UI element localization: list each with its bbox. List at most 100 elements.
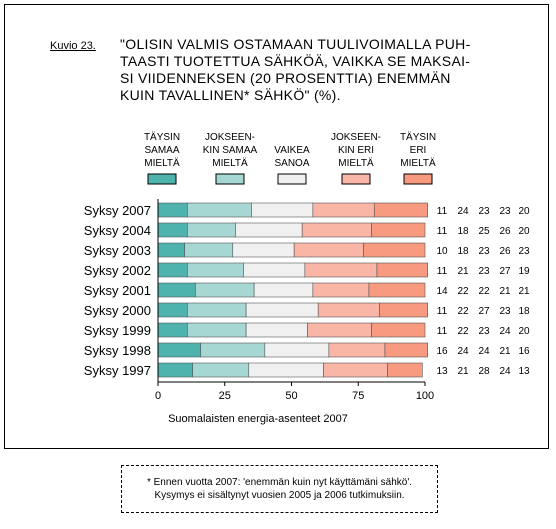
value-label: 11: [437, 326, 448, 337]
legend-label-line: SANOA: [274, 158, 309, 169]
bar-segment: [248, 362, 324, 378]
category-label: Syksy 1999: [84, 323, 151, 338]
bar-segment: [245, 322, 308, 338]
x-tick-label: 75: [352, 390, 364, 402]
value-label: 24: [478, 346, 490, 357]
category-label: Syksy 2003: [84, 243, 151, 258]
bar-segment: [323, 362, 388, 378]
value-label: 21: [499, 286, 511, 297]
value-label: 28: [478, 366, 490, 377]
value-label: 18: [457, 226, 469, 237]
bar-segment: [157, 302, 188, 318]
legend-label-line: KIN ERI: [338, 145, 374, 156]
category-label: Syksy 2001: [84, 283, 151, 298]
bar-segment: [157, 282, 196, 298]
legend-swatch: [215, 173, 245, 185]
value-label: 21: [457, 266, 469, 277]
value-label: 14: [436, 286, 448, 297]
value-label: 23: [478, 206, 490, 217]
category-label: Syksy 2004: [84, 223, 151, 238]
bar-segment: [312, 282, 370, 298]
value-label: 22: [478, 286, 490, 297]
bar-segment: [187, 322, 247, 338]
bar-segment: [307, 322, 372, 338]
value-label: 23: [499, 306, 511, 317]
value-label: 23: [478, 326, 490, 337]
value-label: 11: [437, 306, 448, 317]
legend-label-line: MIELTÄ: [144, 157, 180, 169]
bar-segment: [200, 342, 266, 358]
value-label: 22: [457, 286, 469, 297]
value-label: 11: [437, 266, 448, 277]
x-axis-title: Suomalaisten energia-asenteet 2007: [168, 413, 348, 425]
legend-label-line: TÄYSIN: [144, 131, 180, 143]
value-label: 18: [518, 306, 530, 317]
value-label: 20: [518, 206, 530, 217]
footnote-line-2: Kysymys ei sisältynyt vuosien 2005 ja 20…: [154, 490, 405, 501]
value-label: 13: [436, 366, 448, 377]
bar-segment: [157, 342, 202, 358]
bar-segment: [184, 242, 234, 258]
legend-swatch: [403, 173, 433, 185]
bar-segment: [328, 342, 386, 358]
bar-segment: [293, 242, 364, 258]
bar-segment: [235, 222, 303, 238]
figure-title: "OLISIN VALMIS OSTAMAAN TUULIVOIMALLA PU…: [120, 36, 471, 103]
value-label: 19: [518, 266, 530, 277]
legend-swatch: [341, 173, 371, 185]
category-label: Syksy 2000: [84, 303, 151, 318]
bar-segment: [157, 322, 188, 338]
bar-segment: [232, 242, 295, 258]
value-label: 20: [518, 326, 530, 337]
figure-frame: [4, 4, 549, 449]
footnote-line-1: * Ennen vuotta 2007: 'enemmän kuin nyt k…: [146, 477, 413, 488]
bar-segment: [264, 342, 330, 358]
bar-segment: [387, 362, 423, 378]
value-label: 24: [499, 366, 511, 377]
value-label: 25: [478, 226, 490, 237]
value-label: 24: [457, 346, 469, 357]
value-label: 23: [499, 206, 511, 217]
value-label: 22: [457, 306, 469, 317]
legend-label-line: VAIKEA: [274, 145, 310, 156]
bar-segment: [187, 262, 244, 278]
legend-label-line: MIELTÄ: [400, 157, 436, 169]
legend-label-line: TÄYSIN: [400, 131, 436, 143]
x-tick-label: 50: [285, 390, 297, 402]
legend-label-line: JOKSEEN-: [205, 132, 255, 143]
bar-segment: [379, 302, 428, 318]
value-label: 21: [518, 286, 530, 297]
legend-label-line: SAMAA: [144, 145, 179, 156]
bar-segment: [157, 362, 194, 378]
legend-label-line: KIN SAMAA: [203, 145, 258, 156]
value-label: 11: [437, 226, 448, 237]
bar-segment: [371, 222, 426, 238]
bar-segment: [157, 222, 188, 238]
value-label: 11: [437, 206, 448, 217]
x-tick-label: 100: [416, 390, 434, 402]
x-tick-label: 0: [155, 390, 161, 402]
legend-label-line: JOKSEEN-: [331, 132, 381, 143]
category-label: Syksy 2002: [84, 263, 151, 278]
footnote-box: * Ennen vuotta 2007: 'enemmän kuin nyt k…: [121, 465, 438, 513]
bar-segment: [157, 262, 188, 278]
category-label: Syksy 1998: [84, 343, 151, 358]
bar-segment: [253, 282, 314, 298]
value-label: 23: [478, 266, 490, 277]
value-label: 27: [499, 266, 511, 277]
bar-segment: [157, 202, 188, 218]
value-label: 24: [499, 326, 511, 337]
value-label: 21: [499, 346, 511, 357]
bar-segment: [243, 262, 306, 278]
value-label: 18: [457, 246, 469, 257]
bar-segment: [187, 302, 247, 318]
bar-segment: [384, 342, 428, 358]
value-label: 22: [457, 326, 469, 337]
bar-segment: [317, 302, 380, 318]
value-label: 20: [518, 226, 530, 237]
bar-segment: [301, 222, 372, 238]
bar-segment: [195, 282, 255, 298]
bar-segment: [304, 262, 378, 278]
bar-segment: [376, 262, 428, 278]
